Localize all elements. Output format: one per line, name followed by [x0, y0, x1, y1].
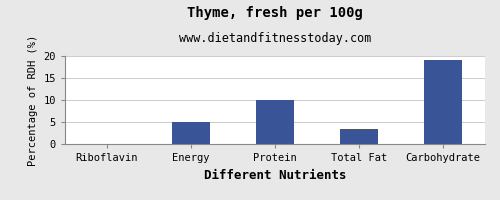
Bar — [340, 129, 378, 144]
Y-axis label: Percentage of RDH (%): Percentage of RDH (%) — [28, 34, 38, 166]
Bar — [256, 100, 294, 144]
Bar — [424, 60, 462, 144]
Text: www.dietandfitnesstoday.com: www.dietandfitnesstoday.com — [179, 32, 371, 45]
Bar — [172, 122, 210, 144]
X-axis label: Different Nutrients: Different Nutrients — [204, 169, 346, 182]
Text: Thyme, fresh per 100g: Thyme, fresh per 100g — [187, 6, 363, 20]
